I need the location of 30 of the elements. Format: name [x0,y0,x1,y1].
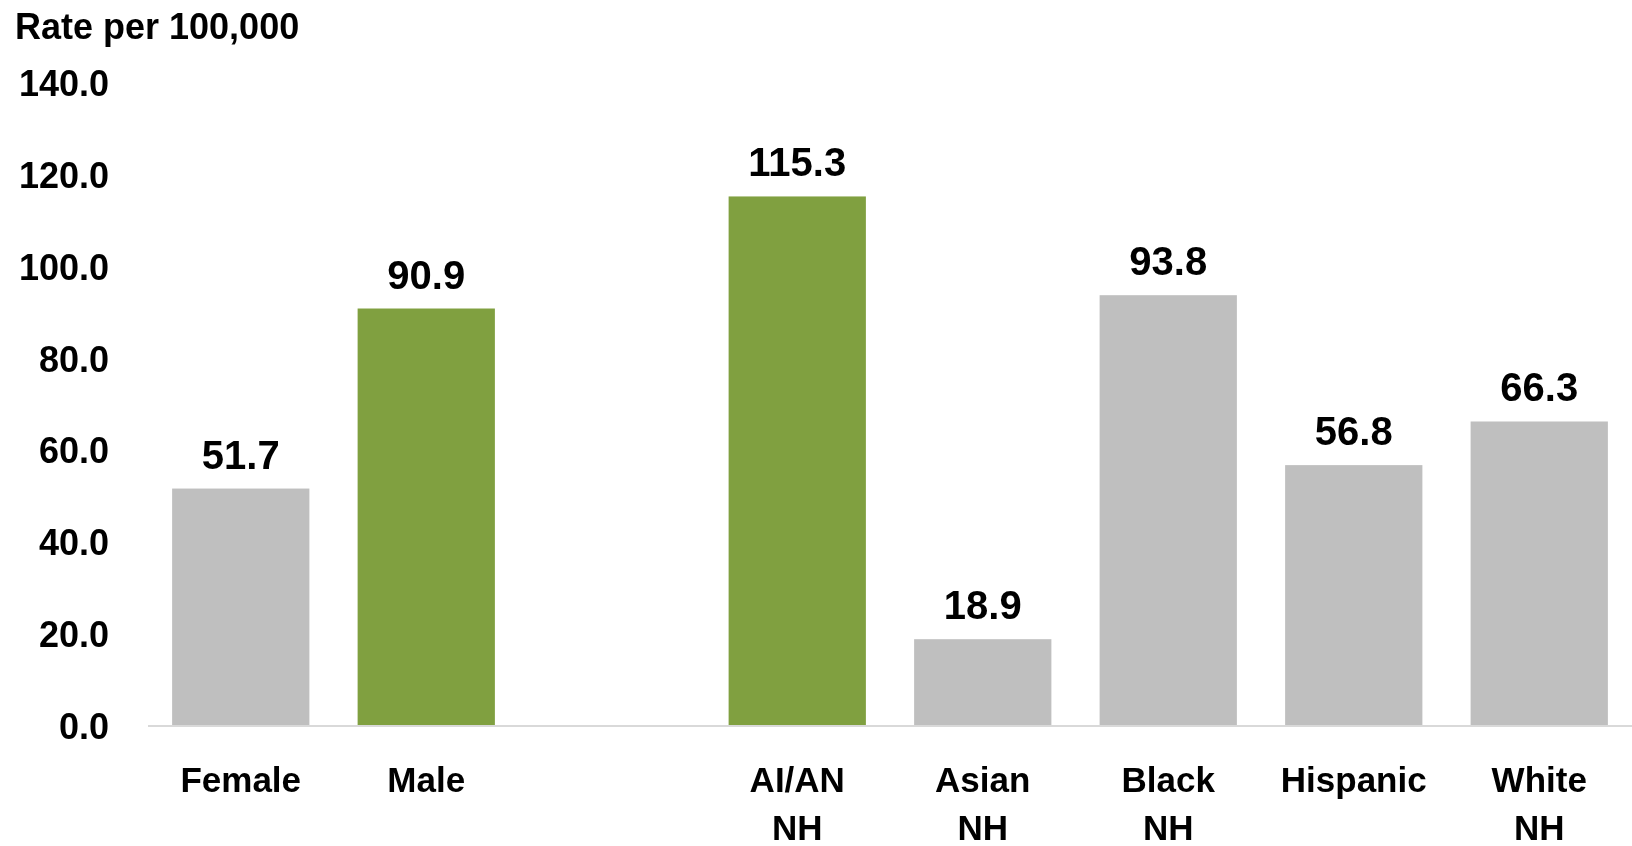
y-tick-label: 80.0 [38,338,109,380]
y-tick-label: 40.0 [38,522,109,564]
bar [1470,421,1608,726]
bar [357,308,495,726]
bar [172,488,310,726]
x-tick-label: Asian NH [935,760,1031,846]
data-label: 56.8 [1314,409,1393,454]
data-label: 93.8 [1129,239,1208,284]
x-tick-label: Female [180,760,302,799]
y-tick-label: 0.0 [58,705,109,747]
data-label: 66.3 [1500,365,1579,410]
data-label: 18.9 [943,583,1022,628]
x-tick-label: Male [387,760,466,799]
x-tick-label: AI/AN NH [749,760,845,846]
bar [1285,465,1423,726]
y-tick-label: 60.0 [38,430,109,472]
bar [1099,295,1237,726]
y-tick-label: 100.0 [18,246,109,288]
bar [728,196,866,726]
x-tick-label: Hispanic [1280,760,1427,799]
y-tick-label: 120.0 [18,154,109,196]
y-tick-label: 140.0 [18,62,109,104]
x-tick-label: Black NH [1121,760,1216,846]
data-label: 90.9 [387,252,466,297]
data-label: 51.7 [201,432,280,477]
y-tick-label: 20.0 [38,614,109,656]
bar [914,639,1052,726]
y-axis-title: Rate per 100,000 [15,6,300,47]
data-label: 115.3 [748,140,847,185]
x-tick-label: White NH [1491,760,1587,846]
